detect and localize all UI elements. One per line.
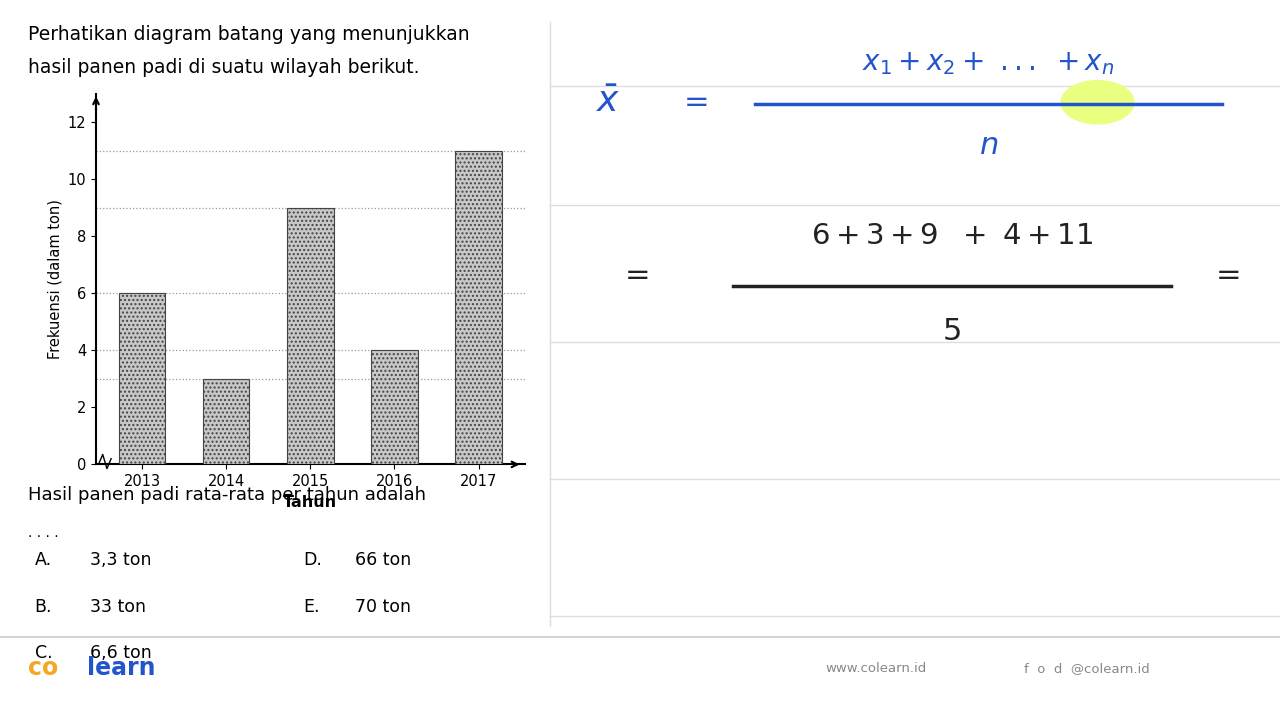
- Ellipse shape: [1061, 81, 1134, 124]
- Text: f  o  d  @colearn.id: f o d @colearn.id: [1024, 662, 1149, 675]
- Text: =: =: [625, 261, 650, 289]
- Text: A.: A.: [35, 551, 51, 569]
- Bar: [119, 293, 165, 464]
- Text: 3,3 ton: 3,3 ton: [90, 551, 151, 569]
- Bar: [456, 150, 502, 464]
- Text: learn: learn: [87, 656, 156, 680]
- Text: $\bar{x}$: $\bar{x}$: [596, 85, 621, 120]
- Bar: [287, 207, 334, 464]
- Text: $6 + 3 + 9\ \ +\ 4 + 11$: $6 + 3 + 9\ \ +\ 4 + 11$: [810, 222, 1093, 250]
- Text: hasil panen padi di suatu wilayah berikut.: hasil panen padi di suatu wilayah beriku…: [28, 58, 420, 76]
- Text: Perhatikan diagram batang yang menunjukkan: Perhatikan diagram batang yang menunjukk…: [28, 25, 470, 44]
- Text: =: =: [1216, 261, 1242, 289]
- Text: $x_1 + x_2 +\ ...\ + x_n$: $x_1 + x_2 +\ ...\ + x_n$: [861, 50, 1115, 77]
- Text: B.: B.: [35, 598, 52, 616]
- X-axis label: Tahun: Tahun: [283, 495, 338, 510]
- Text: co: co: [28, 656, 59, 680]
- Text: 33 ton: 33 ton: [90, 598, 146, 616]
- Bar: [204, 379, 250, 464]
- Text: 6,6 ton: 6,6 ton: [90, 644, 151, 662]
- Text: Hasil panen padi rata-rata per tahun adalah: Hasil panen padi rata-rata per tahun ada…: [28, 486, 426, 504]
- Text: $n$: $n$: [978, 131, 998, 160]
- Text: 66 ton: 66 ton: [355, 551, 411, 569]
- Y-axis label: Frekuensi (dalam ton): Frekuensi (dalam ton): [47, 199, 63, 359]
- Text: E.: E.: [303, 598, 320, 616]
- Text: =: =: [684, 88, 709, 117]
- Text: $5$: $5$: [942, 317, 961, 346]
- Text: www.colearn.id: www.colearn.id: [826, 662, 927, 675]
- Text: 70 ton: 70 ton: [355, 598, 411, 616]
- Text: C.: C.: [35, 644, 52, 662]
- Text: . . . .: . . . .: [28, 526, 59, 539]
- Text: D.: D.: [303, 551, 323, 569]
- Bar: [371, 351, 417, 464]
